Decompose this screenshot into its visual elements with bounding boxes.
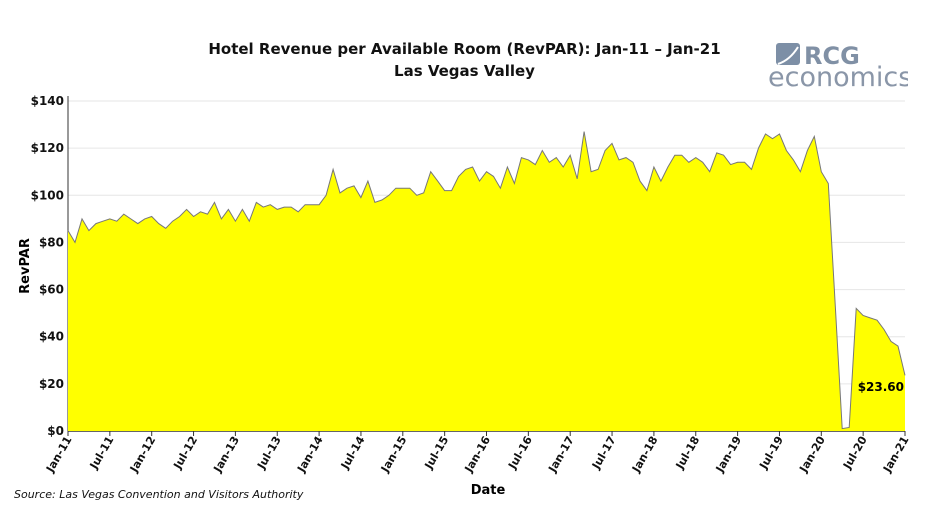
x-tick-label: Jul-15 — [422, 434, 452, 472]
y-tick-label: $120 — [31, 141, 64, 155]
revpar-line — [67, 131, 906, 430]
x-tick-label: Jul-19 — [757, 434, 787, 472]
x-tick-label: Jul-14 — [338, 434, 368, 472]
y-tick-label: $0 — [47, 424, 64, 438]
last-value-label: $23.60 — [858, 380, 904, 394]
x-tick-label: Jan-21 — [880, 434, 911, 475]
logo-graphic: RCG economics — [768, 42, 912, 93]
revpar-area — [68, 131, 905, 431]
x-tick-label: Jul-17 — [589, 434, 619, 472]
x-tick-label: Jan-14 — [294, 434, 326, 476]
x-tick-label: Jan-12 — [127, 434, 158, 475]
logo-text-rcg: RCG — [804, 42, 860, 70]
x-tick-label: Jul-16 — [505, 434, 535, 472]
x-tick-label: Jul-20 — [840, 434, 870, 472]
x-tick-label: Jul-12 — [171, 434, 201, 472]
x-tick-label: Jan-18 — [629, 434, 660, 475]
y-tick-label: $140 — [31, 94, 64, 108]
rcg-economics-logo: RCG economics — [768, 40, 912, 94]
x-tick-label: Jan-15 — [378, 434, 409, 475]
logo-text-economics: economics — [768, 62, 908, 90]
y-tick-label: $20 — [39, 377, 64, 391]
y-axis-label: RevPAR — [18, 238, 33, 294]
x-tick-label: Jul-18 — [673, 434, 703, 472]
x-tick-label: Jan-13 — [211, 434, 242, 475]
source-note: Source: Las Vegas Convention and Visitor… — [14, 488, 304, 501]
x-tick-label: Jan-19 — [713, 434, 744, 475]
y-tick-label: $100 — [31, 188, 64, 202]
x-tick-label: Jan-16 — [462, 434, 494, 476]
x-tick-label: Jul-11 — [87, 434, 117, 472]
x-tick-label: Jul-13 — [254, 434, 284, 472]
y-tick-label: $60 — [39, 283, 64, 297]
chart-subtitle: Las Vegas Valley — [394, 62, 535, 80]
x-tick-label: Jan-17 — [545, 434, 576, 475]
x-tick-label: Jan-11 — [43, 434, 74, 475]
y-tick-label: $40 — [39, 330, 64, 344]
x-axis-label: Date — [471, 483, 506, 498]
chart-title: Hotel Revenue per Available Room (RevPAR… — [208, 40, 721, 58]
y-tick-label: $80 — [39, 235, 64, 249]
x-tick-label: Jan-20 — [797, 434, 829, 476]
logo-square-icon — [776, 43, 800, 65]
